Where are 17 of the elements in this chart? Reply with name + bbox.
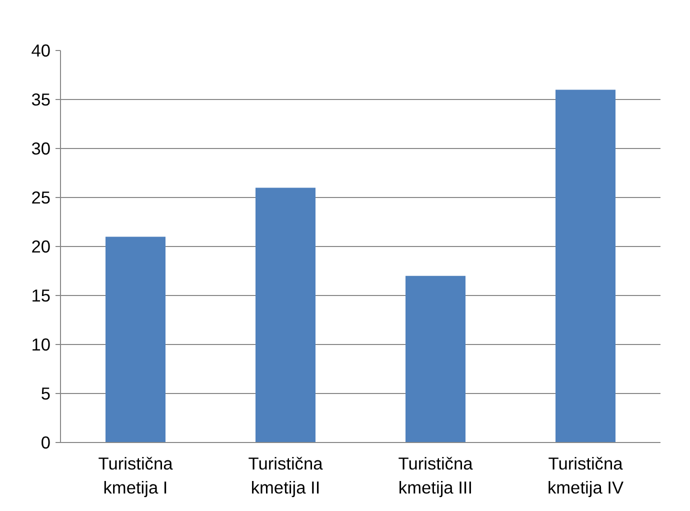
y-tick-label: 15 [31, 286, 51, 306]
y-tick-label: 10 [31, 334, 51, 354]
bar [556, 90, 616, 442]
y-tick-label: 0 [40, 432, 51, 452]
bar [256, 188, 316, 442]
y-tick-label: 35 [31, 90, 51, 110]
y-tick-label: 40 [31, 40, 51, 60]
x-tick-label: Turistična kmetija I [98, 454, 174, 498]
x-tick-label: Turistična kmetija II [248, 454, 324, 498]
x-tick-label: Turistična kmetija IV [547, 454, 624, 498]
y-tick-label: 30 [31, 138, 51, 158]
y-tick-label: 25 [31, 188, 51, 208]
bar [406, 276, 466, 442]
bar [106, 236, 166, 442]
y-tick-label: 5 [40, 384, 51, 404]
x-tick-label: Turistična kmetija III [398, 454, 474, 498]
y-tick-label: 20 [31, 236, 51, 256]
